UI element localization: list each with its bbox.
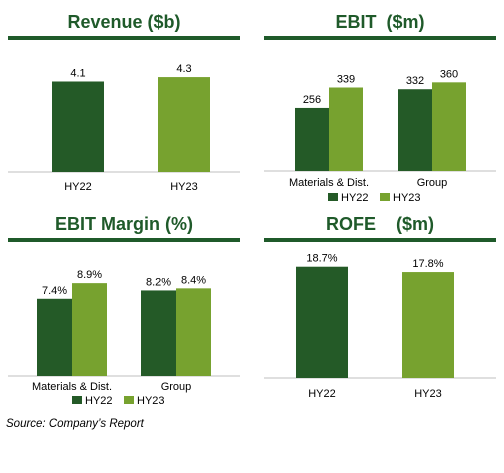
- ebit-chart: 256 339 Materials & Dist. 332 360 Group HY22 HY…: [264, 68, 496, 204]
- bar-hy22-1: [295, 107, 329, 171]
- bar-hy23-1: [329, 87, 363, 171]
- title-rule: [264, 36, 496, 40]
- data-label: 256: [303, 94, 321, 106]
- x-tick-label: HY23: [170, 181, 198, 193]
- bar-hy23-2: [176, 288, 211, 376]
- chart-title: EBIT Margin (%): [55, 214, 193, 234]
- ebit-chart-panel: EBIT ($m) 256 339 Materials & Dist. 332 360 G…: [264, 10, 496, 210]
- x-tick-label: HY22: [308, 388, 336, 400]
- revenue-chart: 4.1 HY22 4.3 HY23: [8, 63, 240, 193]
- x-tick-label: Group: [161, 381, 192, 393]
- legend-label: HY22: [85, 395, 113, 407]
- data-label: 7.4%: [42, 285, 67, 297]
- ebit-margin-chart-panel: EBIT Margin (%) 7.4% 8.9% Materials & Dist…: [8, 212, 240, 410]
- legend-swatch-hy22: [72, 396, 82, 404]
- rofe-chart-panel: ROFE ($m) 18.7% HY22 17.8% HY23: [264, 212, 496, 410]
- chart-title: EBIT ($m): [335, 12, 425, 32]
- x-tick-label: HY22: [64, 181, 92, 193]
- title-rule: [8, 238, 240, 242]
- legend-label: HY23: [393, 192, 421, 204]
- data-label: 339: [337, 73, 355, 85]
- ebit-margin-chart: 7.4% 8.9% Materials & Dist. 8.2% 8.4% Group HY…: [8, 269, 240, 407]
- data-label: 4.1: [70, 67, 85, 79]
- x-tick-label: Materials & Dist.: [32, 381, 112, 393]
- x-tick-label: Materials & Dist.: [289, 177, 369, 189]
- rofe-chart: 18.7% HY22 17.8% HY23: [264, 253, 496, 400]
- chart-title: Revenue ($b): [67, 12, 181, 32]
- data-label: 8.2%: [146, 276, 171, 288]
- data-label: 17.8%: [412, 258, 443, 270]
- bar-hy22: [296, 266, 348, 378]
- bar-hy22-1: [37, 298, 72, 376]
- legend-swatch-hy22: [328, 193, 338, 201]
- data-label: 18.7%: [306, 253, 337, 265]
- bar-hy23: [158, 77, 210, 172]
- data-label: 8.9%: [77, 269, 102, 281]
- title-rule: [8, 36, 240, 40]
- legend-label: HY23: [137, 395, 165, 407]
- bar-hy23-2: [432, 82, 466, 171]
- data-label: 360: [440, 68, 458, 80]
- legend-swatch-hy23: [380, 193, 390, 201]
- revenue-chart-panel: Revenue ($b) 4.1 HY22 4.3 HY23: [8, 10, 240, 200]
- chart-title: ROFE ($m): [325, 214, 434, 234]
- bar-hy22: [52, 81, 104, 172]
- bar-hy23-1: [72, 283, 107, 376]
- legend-swatch-hy23: [124, 396, 134, 404]
- title-rule: [264, 238, 496, 242]
- bar-hy22-2: [141, 290, 176, 376]
- data-label: 332: [406, 75, 424, 87]
- bar-hy22-2: [398, 89, 432, 171]
- data-label: 8.4%: [181, 274, 206, 286]
- bar-hy23: [402, 272, 454, 378]
- data-label: 4.3: [176, 63, 191, 75]
- x-tick-label: HY23: [414, 388, 442, 400]
- legend-label: HY22: [341, 192, 369, 204]
- x-tick-label: Group: [417, 177, 448, 189]
- source-note: Source: Company’s Report: [6, 418, 144, 430]
